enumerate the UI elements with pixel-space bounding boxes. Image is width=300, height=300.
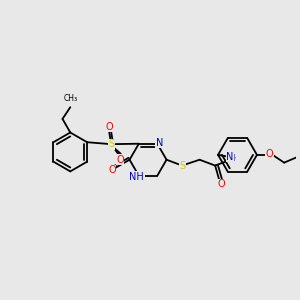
Text: N: N <box>155 138 163 148</box>
Text: S: S <box>179 160 185 171</box>
Text: NH: NH <box>130 172 144 182</box>
Text: N: N <box>226 152 233 162</box>
Text: O: O <box>266 149 273 159</box>
Text: O: O <box>116 155 124 165</box>
Text: S: S <box>108 139 114 149</box>
Text: O: O <box>108 165 116 176</box>
Text: CH₃: CH₃ <box>63 94 77 103</box>
Text: H: H <box>229 154 235 163</box>
Text: O: O <box>217 179 225 189</box>
Text: O: O <box>105 122 113 132</box>
